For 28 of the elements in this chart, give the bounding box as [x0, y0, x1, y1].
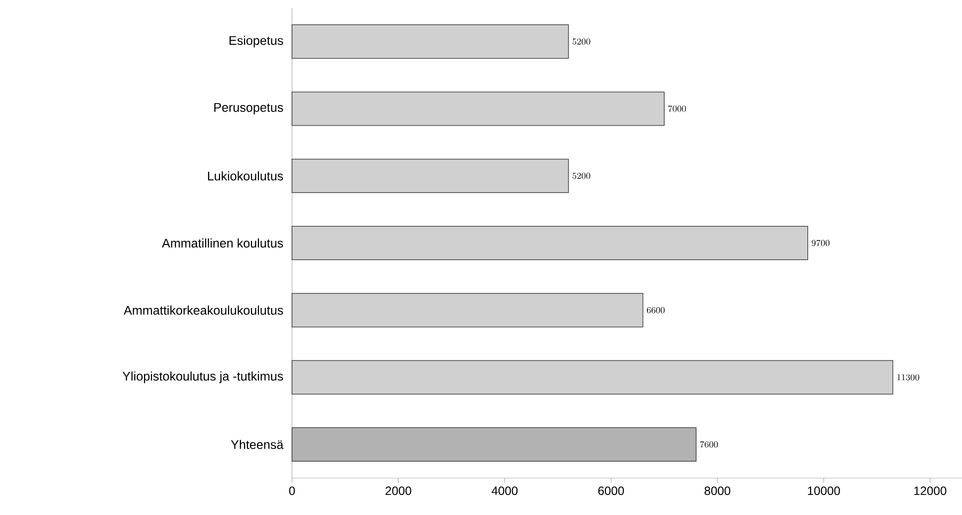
y-tick-label: Lukiokoulutus [208, 171, 284, 180]
data-label: 6600 [646, 307, 665, 314]
bar [292, 360, 894, 394]
data-label: 5200 [572, 172, 590, 179]
bar [292, 427, 696, 462]
data-label: 11300 [897, 374, 920, 380]
y-tick-label: Ammattikorkeakoulukoulutus [124, 306, 283, 315]
y-tick-label: Ammatillinen koulutus [162, 238, 283, 248]
data-label: 5200 [572, 38, 590, 45]
bar [292, 293, 644, 328]
y-tick-label: Yhteensä [230, 440, 284, 450]
x-tick-label: 12000 [914, 486, 946, 496]
bar [292, 158, 569, 193]
y-tick-label: Esiopetus [230, 36, 284, 48]
x-tick-label: 0 [289, 486, 295, 496]
x-tick-label: 6000 [598, 486, 624, 496]
x-tick-label: 2000 [386, 486, 412, 496]
y-tick-label: Perusopetus [214, 103, 284, 114]
x-tick-label: 8000 [704, 486, 730, 496]
x-tick-label: 10000 [808, 486, 840, 496]
x-tick-label: 4000 [492, 486, 518, 496]
data-label: 9700 [812, 240, 830, 246]
y-tick-label: Yliopistokoulutus ja -tutkimus [122, 371, 283, 384]
bar [292, 24, 569, 59]
data-label: 7000 [668, 106, 686, 112]
bar [292, 92, 664, 126]
bar [292, 226, 808, 260]
data-label: 7600 [700, 441, 718, 448]
